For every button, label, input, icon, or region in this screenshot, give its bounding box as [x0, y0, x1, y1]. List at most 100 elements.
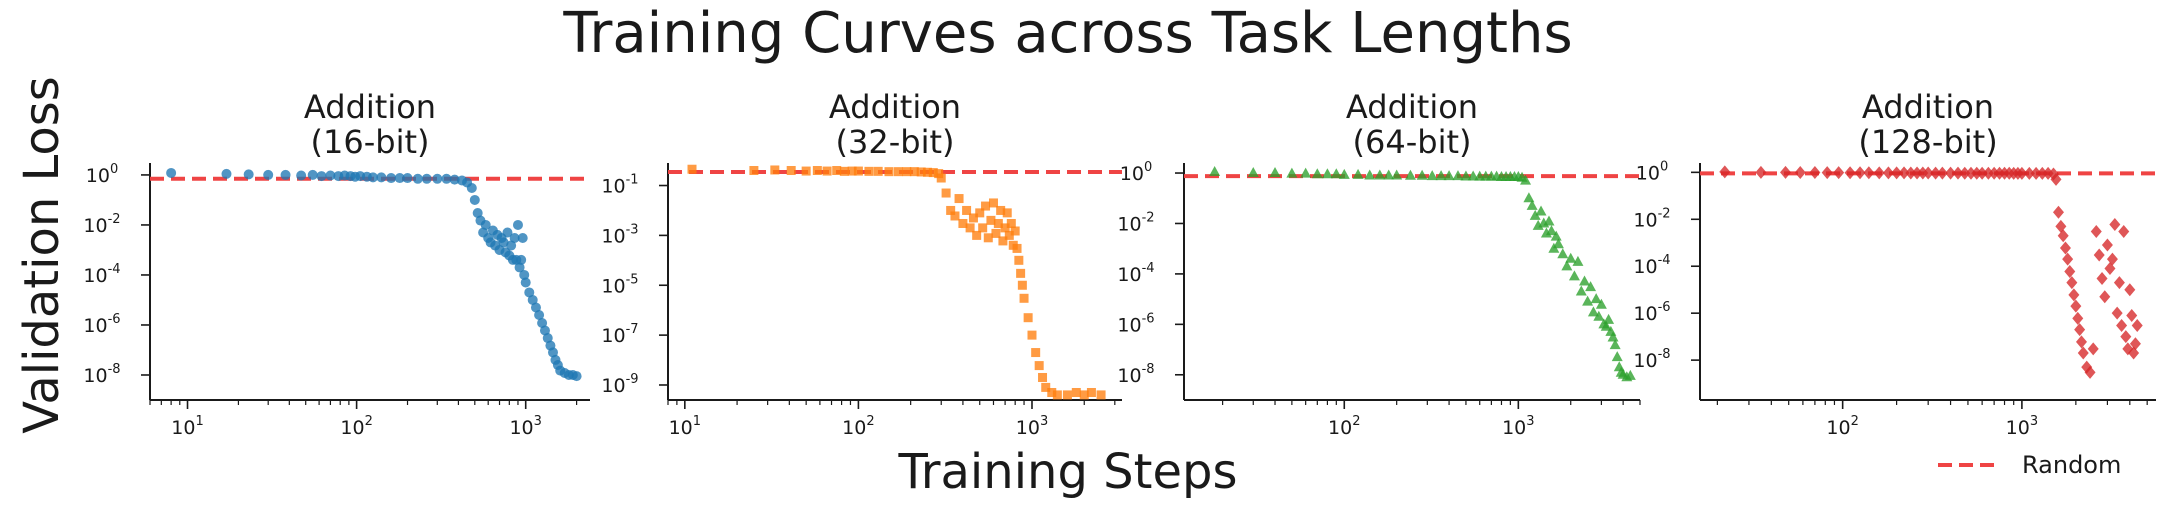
y-tick-label: 100: [1120, 160, 1152, 185]
panel-title-line: Addition: [1346, 88, 1478, 126]
panel-4: Addition(128-bit) 102 103 100 10-2 10-4 10-6 10…: [1633, 88, 2156, 439]
data-point: [1965, 166, 1977, 180]
data-point: [1854, 166, 1866, 180]
data-point: [1898, 166, 1910, 180]
data-point: [506, 240, 517, 251]
data-point: [520, 277, 531, 288]
data-point: [2124, 283, 2136, 297]
data-point: [1952, 166, 1964, 180]
data-point: [2055, 219, 2067, 233]
data-point: [1269, 167, 1281, 178]
data-point: [996, 205, 1006, 215]
data-point: [449, 174, 460, 185]
data-point: [972, 230, 982, 240]
data-point: [893, 167, 903, 177]
data-point: [1572, 255, 1584, 266]
legend: Random: [1938, 451, 2121, 479]
data-point: [2126, 308, 2138, 322]
x-tick-label: 102: [340, 414, 372, 439]
data-point: [2111, 306, 2123, 320]
data-point: [978, 223, 988, 233]
y-tick-label: 10-6: [1117, 311, 1154, 336]
data-point: [1529, 209, 1541, 220]
data-point: [2131, 318, 2143, 332]
panel-1: Addition(16-bit) 101 102 103 100 10-2 10-4 10-6…: [83, 88, 590, 439]
series-points: [1719, 165, 2143, 379]
data-point: [958, 218, 968, 228]
data-point: [1034, 361, 1044, 371]
data-point: [822, 166, 832, 176]
data-point: [2106, 252, 2118, 266]
data-point: [1338, 168, 1350, 179]
data-point: [2016, 166, 2028, 180]
data-point: [2062, 252, 2074, 266]
y-tick-label: 10-1: [601, 173, 638, 198]
y-tick-label: 10-8: [1633, 347, 1670, 372]
panel-title-line: Addition: [1862, 88, 1994, 126]
data-point: [1452, 170, 1464, 181]
data-point: [1863, 166, 1875, 180]
y-tick-label: 10-4: [1633, 253, 1670, 278]
y-tick-label: 10-2: [1633, 206, 1670, 231]
data-point: [1038, 372, 1048, 382]
data-point: [539, 325, 550, 336]
x-tick-label: 101: [669, 414, 701, 439]
panel-title-line: (32-bit): [836, 123, 955, 161]
data-point: [902, 167, 912, 177]
data-point: [432, 173, 443, 184]
data-point: [1002, 208, 1012, 218]
data-point: [519, 269, 530, 280]
y-tick-label: 10-3: [601, 222, 638, 247]
data-point: [847, 166, 857, 176]
x-tick-label: 102: [1328, 414, 1360, 439]
data-point: [2064, 264, 2076, 278]
data-point: [1014, 255, 1024, 265]
data-point: [280, 169, 291, 180]
data-point: [928, 168, 938, 178]
data-point: [221, 168, 232, 179]
data-point: [1209, 165, 1221, 176]
data-point: [991, 228, 1001, 238]
data-point: [421, 173, 432, 184]
data-point: [1565, 252, 1577, 263]
data-point: [1905, 166, 1917, 180]
data-point: [2118, 225, 2130, 239]
data-point: [2068, 288, 2080, 302]
data-point: [2070, 299, 2082, 313]
data-point: [936, 173, 946, 183]
data-point: [2023, 166, 2035, 180]
y-tick-label: 10-4: [1117, 261, 1154, 286]
data-point: [1443, 170, 1455, 181]
data-point: [1809, 166, 1821, 180]
data-point: [2075, 335, 2087, 349]
data-point: [998, 236, 1008, 246]
panel-title-line: (16-bit): [311, 123, 430, 161]
data-point: [1959, 166, 1971, 180]
data-point: [1012, 243, 1022, 253]
data-point: [1568, 270, 1580, 281]
data-point: [1552, 238, 1564, 249]
data-point: [1391, 169, 1403, 180]
data-point: [1017, 280, 1027, 290]
y-tick-label: 100: [86, 162, 118, 187]
data-point: [749, 166, 759, 176]
data-point: [1922, 166, 1934, 180]
data-point: [884, 167, 894, 177]
panel-title-line: (64-bit): [1353, 123, 1472, 161]
data-point: [839, 166, 849, 176]
data-point: [1550, 230, 1562, 241]
data-point: [2120, 330, 2132, 344]
x-tick-label: 102: [1826, 414, 1858, 439]
data-point: [2059, 241, 2071, 255]
data-point: [1936, 166, 1948, 180]
data-point: [2072, 311, 2084, 325]
data-point: [243, 169, 254, 180]
data-point: [1031, 348, 1041, 358]
data-point: [524, 287, 535, 298]
y-tick-label: 10-8: [1117, 362, 1154, 387]
x-tick-label: 101: [171, 414, 203, 439]
panel-title-line: Addition: [304, 88, 436, 126]
data-point: [325, 170, 336, 181]
data-point: [1780, 165, 1792, 179]
data-point: [2087, 342, 2099, 356]
